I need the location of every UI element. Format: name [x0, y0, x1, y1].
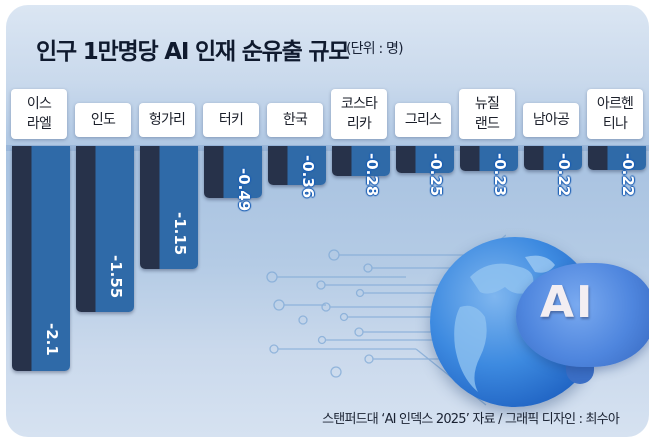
category-label-line: 한국 — [282, 112, 308, 128]
category-label: 그리스 — [395, 103, 451, 137]
value-label: -0.49 — [235, 168, 253, 212]
bar-column: 그리스 -0.25 — [395, 5, 454, 437]
value-label: -1.55 — [107, 255, 125, 299]
category-label: 터키 — [203, 103, 259, 137]
category-label-line: 뉴질 — [474, 96, 500, 112]
category-label: 남아공 — [523, 103, 579, 137]
bar — [524, 146, 582, 170]
category-label-line: 그리스 — [404, 112, 442, 128]
baseline-band — [6, 145, 649, 151]
brain-icon — [516, 263, 649, 367]
category-label-line: 아르헨 — [596, 96, 634, 112]
category-label-line: 이스 — [26, 96, 52, 112]
bar-column: 터키 -0.49 — [203, 5, 262, 437]
category-label-line: 티나 — [602, 116, 628, 132]
category-label-line: 터키 — [218, 112, 244, 128]
bar — [460, 146, 518, 171]
category-label-line: 남아공 — [532, 112, 570, 128]
source-credit: 스탠퍼드대 ‘AI 인덱스 2025’ 자료 / 그래픽 디자인 : 최수아 — [322, 412, 620, 427]
category-label: 한국 — [267, 103, 323, 137]
bar-column: 남아공 -0.22 — [523, 5, 582, 437]
bar-column: 인도 -1.55 — [75, 5, 134, 437]
continents-icon — [454, 255, 555, 392]
value-label: -0.22 — [555, 153, 573, 197]
category-label-line: 라엘 — [26, 116, 52, 132]
value-label: -2.1 — [43, 323, 61, 356]
value-label: -0.36 — [299, 155, 317, 199]
unit-label: (단위 : 명) — [346, 41, 404, 57]
bar — [588, 146, 646, 170]
category-label-line: 헝가리 — [148, 112, 186, 128]
value-label: -1.15 — [171, 212, 189, 256]
category-label: 인도 — [75, 103, 131, 137]
bar — [268, 146, 326, 185]
chart-card: 인구 1만명당 AI 인재 순유출 규모 (단위 : 명) AI — [6, 5, 649, 437]
ai-brain-text: AI — [540, 277, 595, 328]
category-label: 헝가리 — [139, 103, 195, 137]
chart-title: 인구 1만명당 AI 인재 순유출 규모 — [36, 39, 350, 65]
value-label: -0.22 — [619, 153, 637, 197]
bar — [332, 146, 390, 176]
bar-column: 한국 -0.36 — [267, 5, 326, 437]
bar — [204, 146, 262, 198]
bar — [140, 146, 198, 269]
bar — [76, 146, 134, 312]
bar-column: 헝가리 -1.15 — [139, 5, 198, 437]
value-label: -0.28 — [363, 153, 381, 197]
category-label-line: 코스타 — [340, 96, 378, 112]
category-label-line: 랜드 — [474, 116, 500, 132]
category-label-line: 리카 — [346, 116, 372, 132]
value-label: -0.25 — [427, 153, 445, 197]
bar — [12, 146, 70, 371]
category-label-line: 인도 — [90, 112, 116, 128]
value-label: -0.23 — [491, 153, 509, 197]
bar — [396, 146, 454, 173]
